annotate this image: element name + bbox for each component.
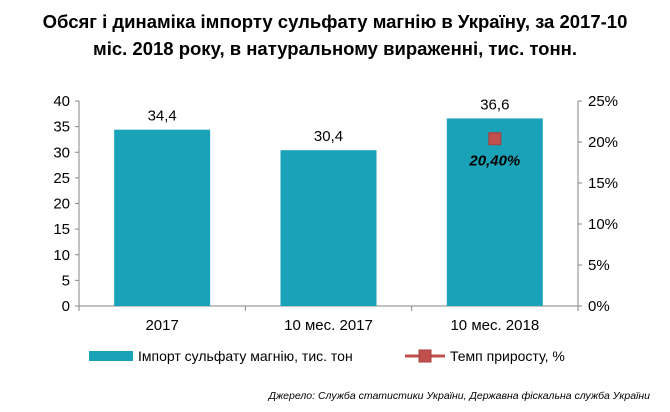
bar-data-label: 34,4 (148, 108, 177, 125)
bar (446, 118, 543, 306)
y-right-tick-label: 10% (588, 216, 618, 233)
y-right-tick-label: 25% (588, 93, 618, 110)
y-left-tick-label: 10 (53, 247, 70, 264)
y-right-tick-label: 20% (588, 134, 618, 151)
chart-title-line-2: міс. 2018 року, в натуральному вираженні… (93, 38, 577, 59)
y-left-tick-label: 20 (53, 196, 70, 213)
legend-label-imports: Імпорт сульфату магнію, тис. тон (138, 348, 353, 364)
x-tick-label: 10 мес. 2018 (450, 317, 539, 334)
x-tick-label: 2017 (145, 317, 178, 334)
chart-title: Обсяг і динаміка імпорту сульфату магнію… (0, 8, 670, 62)
y-left-tick-label: 40 (53, 93, 70, 110)
bar (280, 150, 377, 306)
y-left-tick-label: 15 (53, 221, 70, 238)
x-tick-label: 10 мес. 2017 (284, 317, 373, 334)
legend-swatch-imports (89, 351, 133, 361)
bar (114, 129, 211, 306)
y-right-tick-label: 5% (588, 257, 610, 274)
y-left-tick-label: 5 (62, 272, 70, 289)
bar-data-label: 30,4 (314, 128, 343, 145)
legend-marker-growth-rate (418, 349, 432, 363)
growth-rate-marker (488, 132, 502, 146)
y-left-tick-label: 35 (53, 119, 70, 136)
y-right-tick-label: 15% (588, 175, 618, 192)
chart-area: 0 5 10 15 20 25 30 35 40 0% 5% 10% 15% 20% 25% 2017 10 м… (53, 93, 618, 364)
y-left-tick-label: 25 (53, 170, 70, 187)
growth-rate-data-label: 20,40% (468, 153, 520, 170)
y-left-tick-label: 0 (62, 298, 70, 315)
source-note: Джерело: Служба статистики України, Держ… (268, 390, 650, 402)
bar-data-label: 36,6 (480, 96, 509, 113)
chart-title-line-1: Обсяг і динаміка імпорту сульфату магнію… (42, 11, 628, 32)
y-left-tick-label: 30 (53, 144, 70, 161)
legend-label-growth-rate: Темп приросту, % (450, 348, 565, 364)
y-right-tick-label: 0% (588, 298, 610, 315)
